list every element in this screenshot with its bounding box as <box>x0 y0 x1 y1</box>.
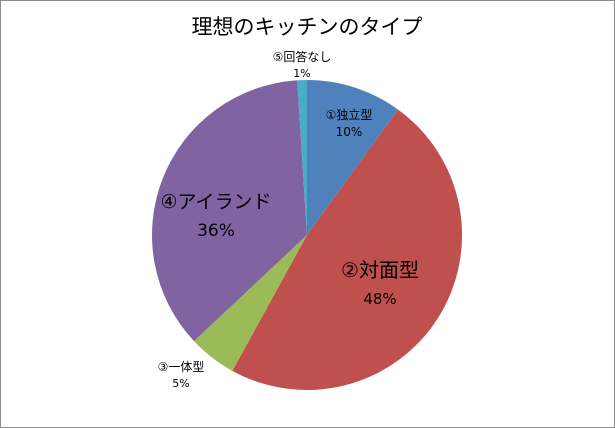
slice-label-value: 5% <box>172 377 189 390</box>
slice-ittai <box>194 235 307 371</box>
slice-label-value: 48% <box>363 290 396 308</box>
slice-label-name: ②対面型 <box>341 258 419 282</box>
slice-label-name: ①独立型 <box>326 107 373 122</box>
pie-slices <box>152 80 463 391</box>
slice-taimen <box>232 109 463 391</box>
slice-label-name: ④アイランド <box>160 191 271 213</box>
slice-label-value: 36% <box>197 221 235 241</box>
slice-label-name: ⑤回答なし <box>273 49 332 64</box>
slice-island <box>152 80 307 342</box>
chart-title: 理想のキッチンのタイプ <box>192 15 423 39</box>
slice-dokuritsu <box>307 80 399 235</box>
slice-label-value: 10% <box>336 125 363 139</box>
slice-no-answer <box>297 80 307 235</box>
slice-label-value: 1% <box>293 67 310 80</box>
slice-label-name: ③一体型 <box>158 360 205 374</box>
slice-labels: ①独立型 10% ②対面型 48% ③一体型 5% ④アイランド 36% ⑤回答なし 1% <box>158 49 419 390</box>
